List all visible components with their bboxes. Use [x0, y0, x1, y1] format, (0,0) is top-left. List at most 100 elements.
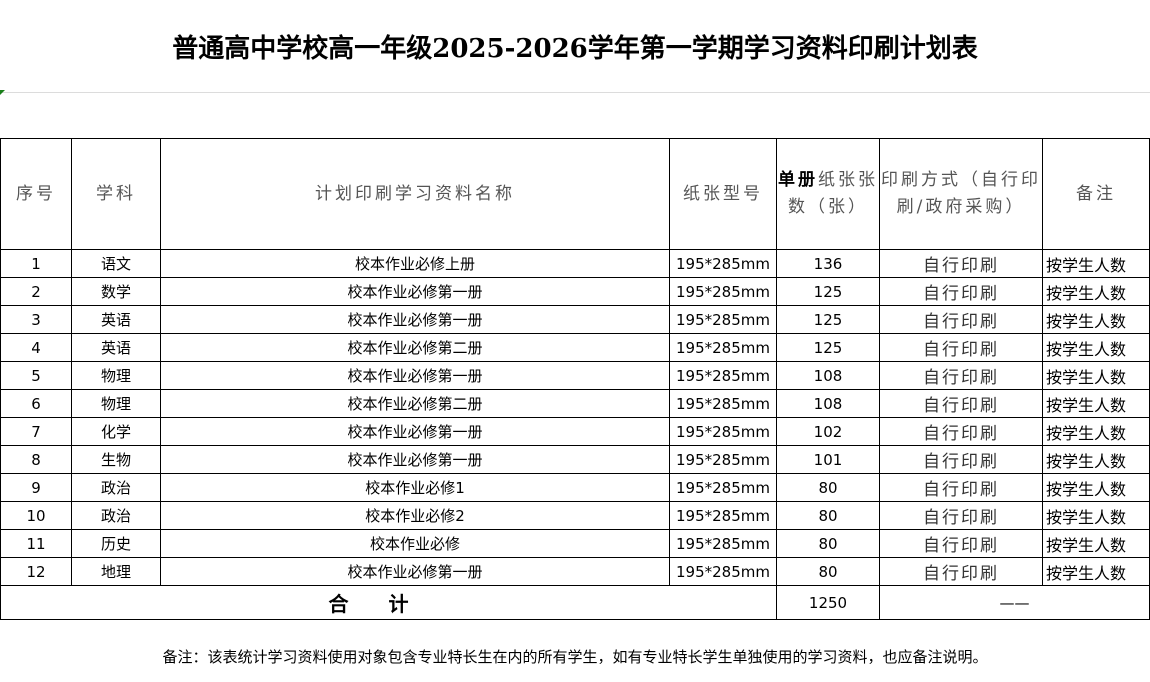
- cell-note[interactable]: 按学生人数: [1042, 529, 1150, 558]
- cell-sheets[interactable]: 80: [776, 557, 880, 586]
- cell-material[interactable]: 校本作业必修: [160, 529, 670, 558]
- cell-note[interactable]: 按学生人数: [1042, 389, 1150, 418]
- cell-method[interactable]: 自行印刷: [879, 389, 1043, 418]
- cell-material[interactable]: 校本作业必修第一册: [160, 445, 670, 474]
- cell-index[interactable]: 9: [0, 473, 72, 502]
- cell-material[interactable]: 校本作业必修第一册: [160, 305, 670, 334]
- cell-index[interactable]: 3: [0, 305, 72, 334]
- table-row: 11 历史 校本作业必修 195*285mm 80 自行印刷 按学生人数: [0, 529, 1150, 558]
- cell-subject[interactable]: 英语: [71, 333, 161, 362]
- cell-material[interactable]: 校本作业必修第一册: [160, 417, 670, 446]
- cell-subject[interactable]: 数学: [71, 277, 161, 306]
- header-note[interactable]: 备注: [1042, 138, 1150, 250]
- cell-subject[interactable]: 物理: [71, 361, 161, 390]
- cell-paper[interactable]: 195*285mm: [669, 529, 777, 558]
- table-row: 2 数学 校本作业必修第一册 195*285mm 125 自行印刷 按学生人数: [0, 277, 1150, 306]
- cell-method[interactable]: 自行印刷: [879, 333, 1043, 362]
- cell-note[interactable]: 按学生人数: [1042, 501, 1150, 530]
- header-sheets[interactable]: 单册纸张张数（张）: [776, 138, 880, 250]
- cell-method[interactable]: 自行印刷: [879, 277, 1043, 306]
- cell-subject[interactable]: 政治: [71, 473, 161, 502]
- total-sheets[interactable]: 1250: [776, 585, 880, 620]
- cell-method[interactable]: 自行印刷: [879, 361, 1043, 390]
- cell-sheets[interactable]: 80: [776, 501, 880, 530]
- cell-subject[interactable]: 生物: [71, 445, 161, 474]
- cell-subject[interactable]: 物理: [71, 389, 161, 418]
- cell-index[interactable]: 10: [0, 501, 72, 530]
- cell-method[interactable]: 自行印刷: [879, 529, 1043, 558]
- cell-index[interactable]: 1: [0, 249, 72, 278]
- cell-paper[interactable]: 195*285mm: [669, 445, 777, 474]
- cell-note[interactable]: 按学生人数: [1042, 305, 1150, 334]
- cell-sheets[interactable]: 80: [776, 473, 880, 502]
- cell-note[interactable]: 按学生人数: [1042, 249, 1150, 278]
- cell-method[interactable]: 自行印刷: [879, 445, 1043, 474]
- cell-subject[interactable]: 化学: [71, 417, 161, 446]
- header-method[interactable]: 印刷方式（自行印刷/政府采购）: [879, 138, 1043, 250]
- cell-material[interactable]: 校本作业必修第一册: [160, 557, 670, 586]
- cell-note[interactable]: 按学生人数: [1042, 417, 1150, 446]
- cell-note[interactable]: 按学生人数: [1042, 277, 1150, 306]
- cell-index[interactable]: 11: [0, 529, 72, 558]
- table-row: 6 物理 校本作业必修第二册 195*285mm 108 自行印刷 按学生人数: [0, 389, 1150, 418]
- cell-paper[interactable]: 195*285mm: [669, 557, 777, 586]
- cell-sheets[interactable]: 125: [776, 277, 880, 306]
- header-row: 序号 学科 计划印刷学习资料名称 纸张型号 单册纸张张数（张） 印刷方式（自行印…: [0, 138, 1150, 250]
- cell-subject[interactable]: 地理: [71, 557, 161, 586]
- cell-paper[interactable]: 195*285mm: [669, 305, 777, 334]
- cell-sheets[interactable]: 108: [776, 389, 880, 418]
- cell-note[interactable]: 按学生人数: [1042, 445, 1150, 474]
- cell-index[interactable]: 7: [0, 417, 72, 446]
- header-material[interactable]: 计划印刷学习资料名称: [160, 138, 670, 250]
- cell-sheets[interactable]: 125: [776, 305, 880, 334]
- cell-material[interactable]: 校本作业必修第二册: [160, 333, 670, 362]
- cell-note[interactable]: 按学生人数: [1042, 473, 1150, 502]
- cell-note[interactable]: 按学生人数: [1042, 557, 1150, 586]
- cell-sheets[interactable]: 108: [776, 361, 880, 390]
- cell-index[interactable]: 8: [0, 445, 72, 474]
- cell-index[interactable]: 6: [0, 389, 72, 418]
- cell-subject[interactable]: 语文: [71, 249, 161, 278]
- table-row: 5 物理 校本作业必修第一册 195*285mm 108 自行印刷 按学生人数: [0, 361, 1150, 390]
- cell-material[interactable]: 校本作业必修第二册: [160, 389, 670, 418]
- table-row: 12 地理 校本作业必修第一册 195*285mm 80 自行印刷 按学生人数: [0, 557, 1150, 586]
- cell-note[interactable]: 按学生人数: [1042, 361, 1150, 390]
- header-subject[interactable]: 学科: [71, 138, 161, 250]
- cell-sheets[interactable]: 136: [776, 249, 880, 278]
- cell-material[interactable]: 校本作业必修第一册: [160, 277, 670, 306]
- cell-paper[interactable]: 195*285mm: [669, 473, 777, 502]
- cell-sheets[interactable]: 80: [776, 529, 880, 558]
- cell-paper[interactable]: 195*285mm: [669, 361, 777, 390]
- cell-paper[interactable]: 195*285mm: [669, 417, 777, 446]
- header-paper[interactable]: 纸张型号: [669, 138, 777, 250]
- cell-sheets[interactable]: 101: [776, 445, 880, 474]
- cell-note[interactable]: 按学生人数: [1042, 333, 1150, 362]
- cell-index[interactable]: 2: [0, 277, 72, 306]
- cell-method[interactable]: 自行印刷: [879, 305, 1043, 334]
- cell-paper[interactable]: 195*285mm: [669, 501, 777, 530]
- cell-subject[interactable]: 政治: [71, 501, 161, 530]
- cell-subject[interactable]: 历史: [71, 529, 161, 558]
- header-index[interactable]: 序号: [0, 138, 72, 250]
- cell-sheets[interactable]: 102: [776, 417, 880, 446]
- cell-paper[interactable]: 195*285mm: [669, 333, 777, 362]
- cell-method[interactable]: 自行印刷: [879, 501, 1043, 530]
- cell-sheets[interactable]: 125: [776, 333, 880, 362]
- cell-index[interactable]: 12: [0, 557, 72, 586]
- cell-method[interactable]: 自行印刷: [879, 557, 1043, 586]
- cell-subject[interactable]: 英语: [71, 305, 161, 334]
- total-method[interactable]: ——: [879, 585, 1150, 620]
- cell-paper[interactable]: 195*285mm: [669, 249, 777, 278]
- cell-material[interactable]: 校本作业必修2: [160, 501, 670, 530]
- total-label[interactable]: 合计: [0, 585, 777, 620]
- cell-material[interactable]: 校本作业必修1: [160, 473, 670, 502]
- cell-material[interactable]: 校本作业必修第一册: [160, 361, 670, 390]
- cell-index[interactable]: 5: [0, 361, 72, 390]
- cell-method[interactable]: 自行印刷: [879, 417, 1043, 446]
- cell-paper[interactable]: 195*285mm: [669, 277, 777, 306]
- cell-paper[interactable]: 195*285mm: [669, 389, 777, 418]
- cell-method[interactable]: 自行印刷: [879, 473, 1043, 502]
- cell-method[interactable]: 自行印刷: [879, 249, 1043, 278]
- cell-index[interactable]: 4: [0, 333, 72, 362]
- cell-material[interactable]: 校本作业必修上册: [160, 249, 670, 278]
